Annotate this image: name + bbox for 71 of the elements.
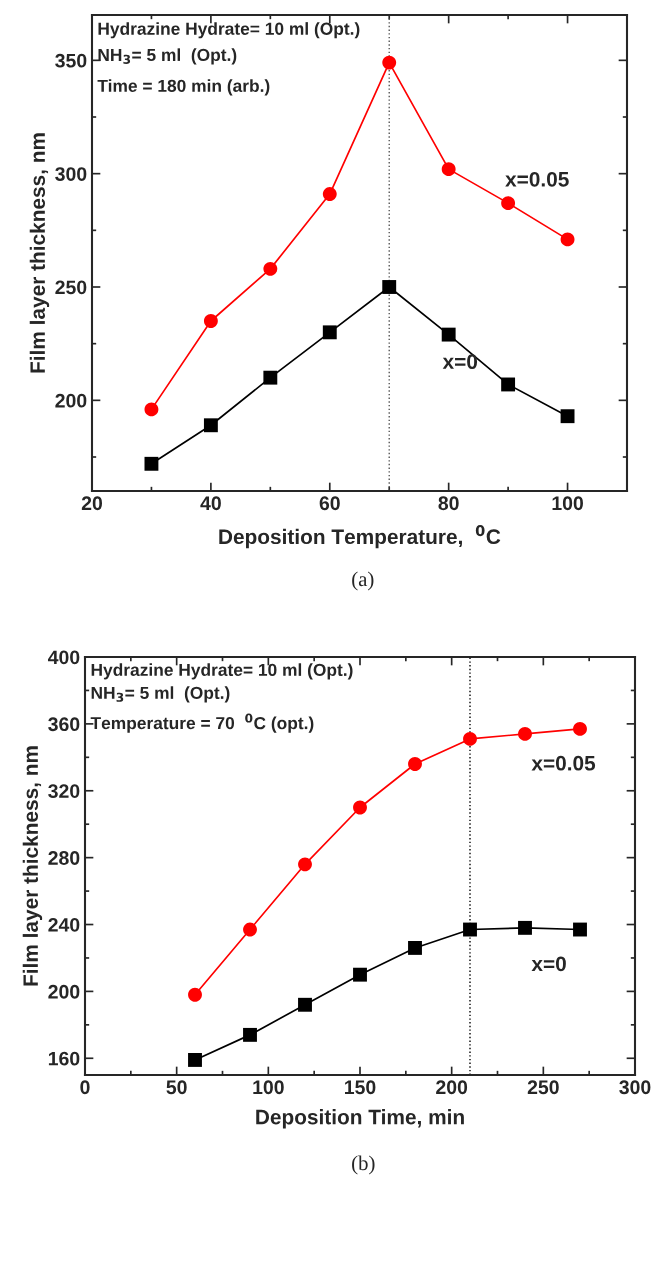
x-tick-label: 100 [253, 1080, 284, 1095]
annotation: NH$_{3}$= 5 ml (Opt.) [98, 48, 237, 65]
point [322, 187, 337, 202]
point [573, 721, 587, 736]
y-tick-label: 300 [55, 167, 87, 181]
y-tick-label: 200 [48, 984, 80, 999]
series-label: x=0.05 [531, 755, 596, 771]
y-tick-label: 350 [55, 53, 87, 68]
point [463, 731, 477, 746]
x-tick-label: 20 [81, 496, 103, 511]
point [353, 967, 367, 982]
annotation: Hydrazine Hydrate= 10 ml (Opt.) [98, 22, 360, 39]
point [263, 370, 278, 385]
point [298, 857, 312, 872]
point [203, 314, 218, 328]
x-tick-label: 150 [345, 1080, 376, 1095]
point [322, 325, 337, 340]
point [144, 402, 159, 417]
point [518, 920, 532, 935]
point [518, 726, 532, 741]
point [408, 940, 422, 955]
point [203, 418, 218, 433]
x-axis-title: Deposition Temperature, $^{0}$C [219, 525, 501, 549]
y-tick-label: 240 [48, 917, 80, 932]
point [298, 997, 312, 1012]
series-label: x=0.05 [505, 171, 569, 187]
y-tick-label: 160 [48, 1051, 80, 1066]
point [144, 456, 159, 471]
x-tick-label: 100 [552, 496, 583, 511]
point [560, 232, 575, 247]
point [501, 377, 516, 392]
text: (b) [352, 1155, 375, 1175]
point [353, 800, 367, 815]
text: (a) [352, 571, 374, 591]
y-tick-label: 360 [48, 717, 80, 732]
point [463, 922, 477, 937]
point [501, 196, 516, 211]
point [382, 55, 397, 70]
point [441, 327, 456, 342]
point [243, 922, 257, 937]
x-tick-label: 250 [527, 1080, 559, 1095]
y-axis-title: Film layer thickness, nm [29, 133, 50, 373]
x-tick-label: 300 [619, 1080, 651, 1095]
x-tick-label: 50 [166, 1080, 187, 1095]
x-tick-label: 60 [319, 496, 340, 511]
y-tick-label: 400 [47, 650, 80, 665]
point [560, 409, 575, 424]
point [408, 757, 422, 771]
y-tick-label: 280 [48, 851, 80, 865]
y-tick-label: 250 [55, 280, 87, 295]
series-label: x=0 [442, 354, 478, 370]
x-tick-label: 40 [200, 496, 221, 511]
point [243, 1027, 257, 1042]
point [263, 261, 278, 276]
annotation: NH$_{3}$= 5 ml (Opt.) [91, 686, 230, 703]
x-tick-label: 0 [80, 1080, 90, 1095]
x-tick-label: 200 [436, 1080, 468, 1095]
y-tick-label: 200 [55, 393, 87, 408]
x-axis-title: Deposition Time, min [256, 1109, 464, 1129]
point [573, 922, 587, 937]
annotation: Hydrazine Hydrate= 10 ml (Opt.) [91, 663, 353, 680]
point [188, 1053, 202, 1067]
annotation: Time = 180 min (arb.) [97, 79, 270, 96]
point [441, 162, 456, 177]
series-label: x=0 [531, 956, 566, 972]
annotation: Temperature = 70 $^{0}$C (opt.) [90, 713, 314, 733]
point [188, 987, 202, 1002]
y-tick-label: 320 [48, 784, 80, 799]
point [382, 280, 397, 294]
y-axis-title: Film layer thickness, nm [22, 746, 43, 986]
x-tick-label: 80 [438, 496, 459, 511]
